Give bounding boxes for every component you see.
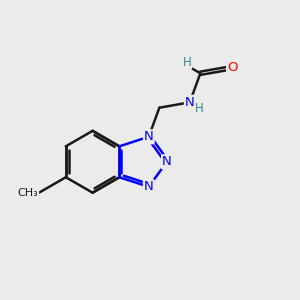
Text: H: H <box>183 56 191 68</box>
Text: N: N <box>144 180 154 193</box>
Text: N: N <box>144 130 154 143</box>
Text: N: N <box>185 96 195 109</box>
Text: H: H <box>195 102 204 115</box>
Text: O: O <box>227 61 238 74</box>
Text: CH₃: CH₃ <box>17 188 38 198</box>
Text: N: N <box>162 155 172 168</box>
